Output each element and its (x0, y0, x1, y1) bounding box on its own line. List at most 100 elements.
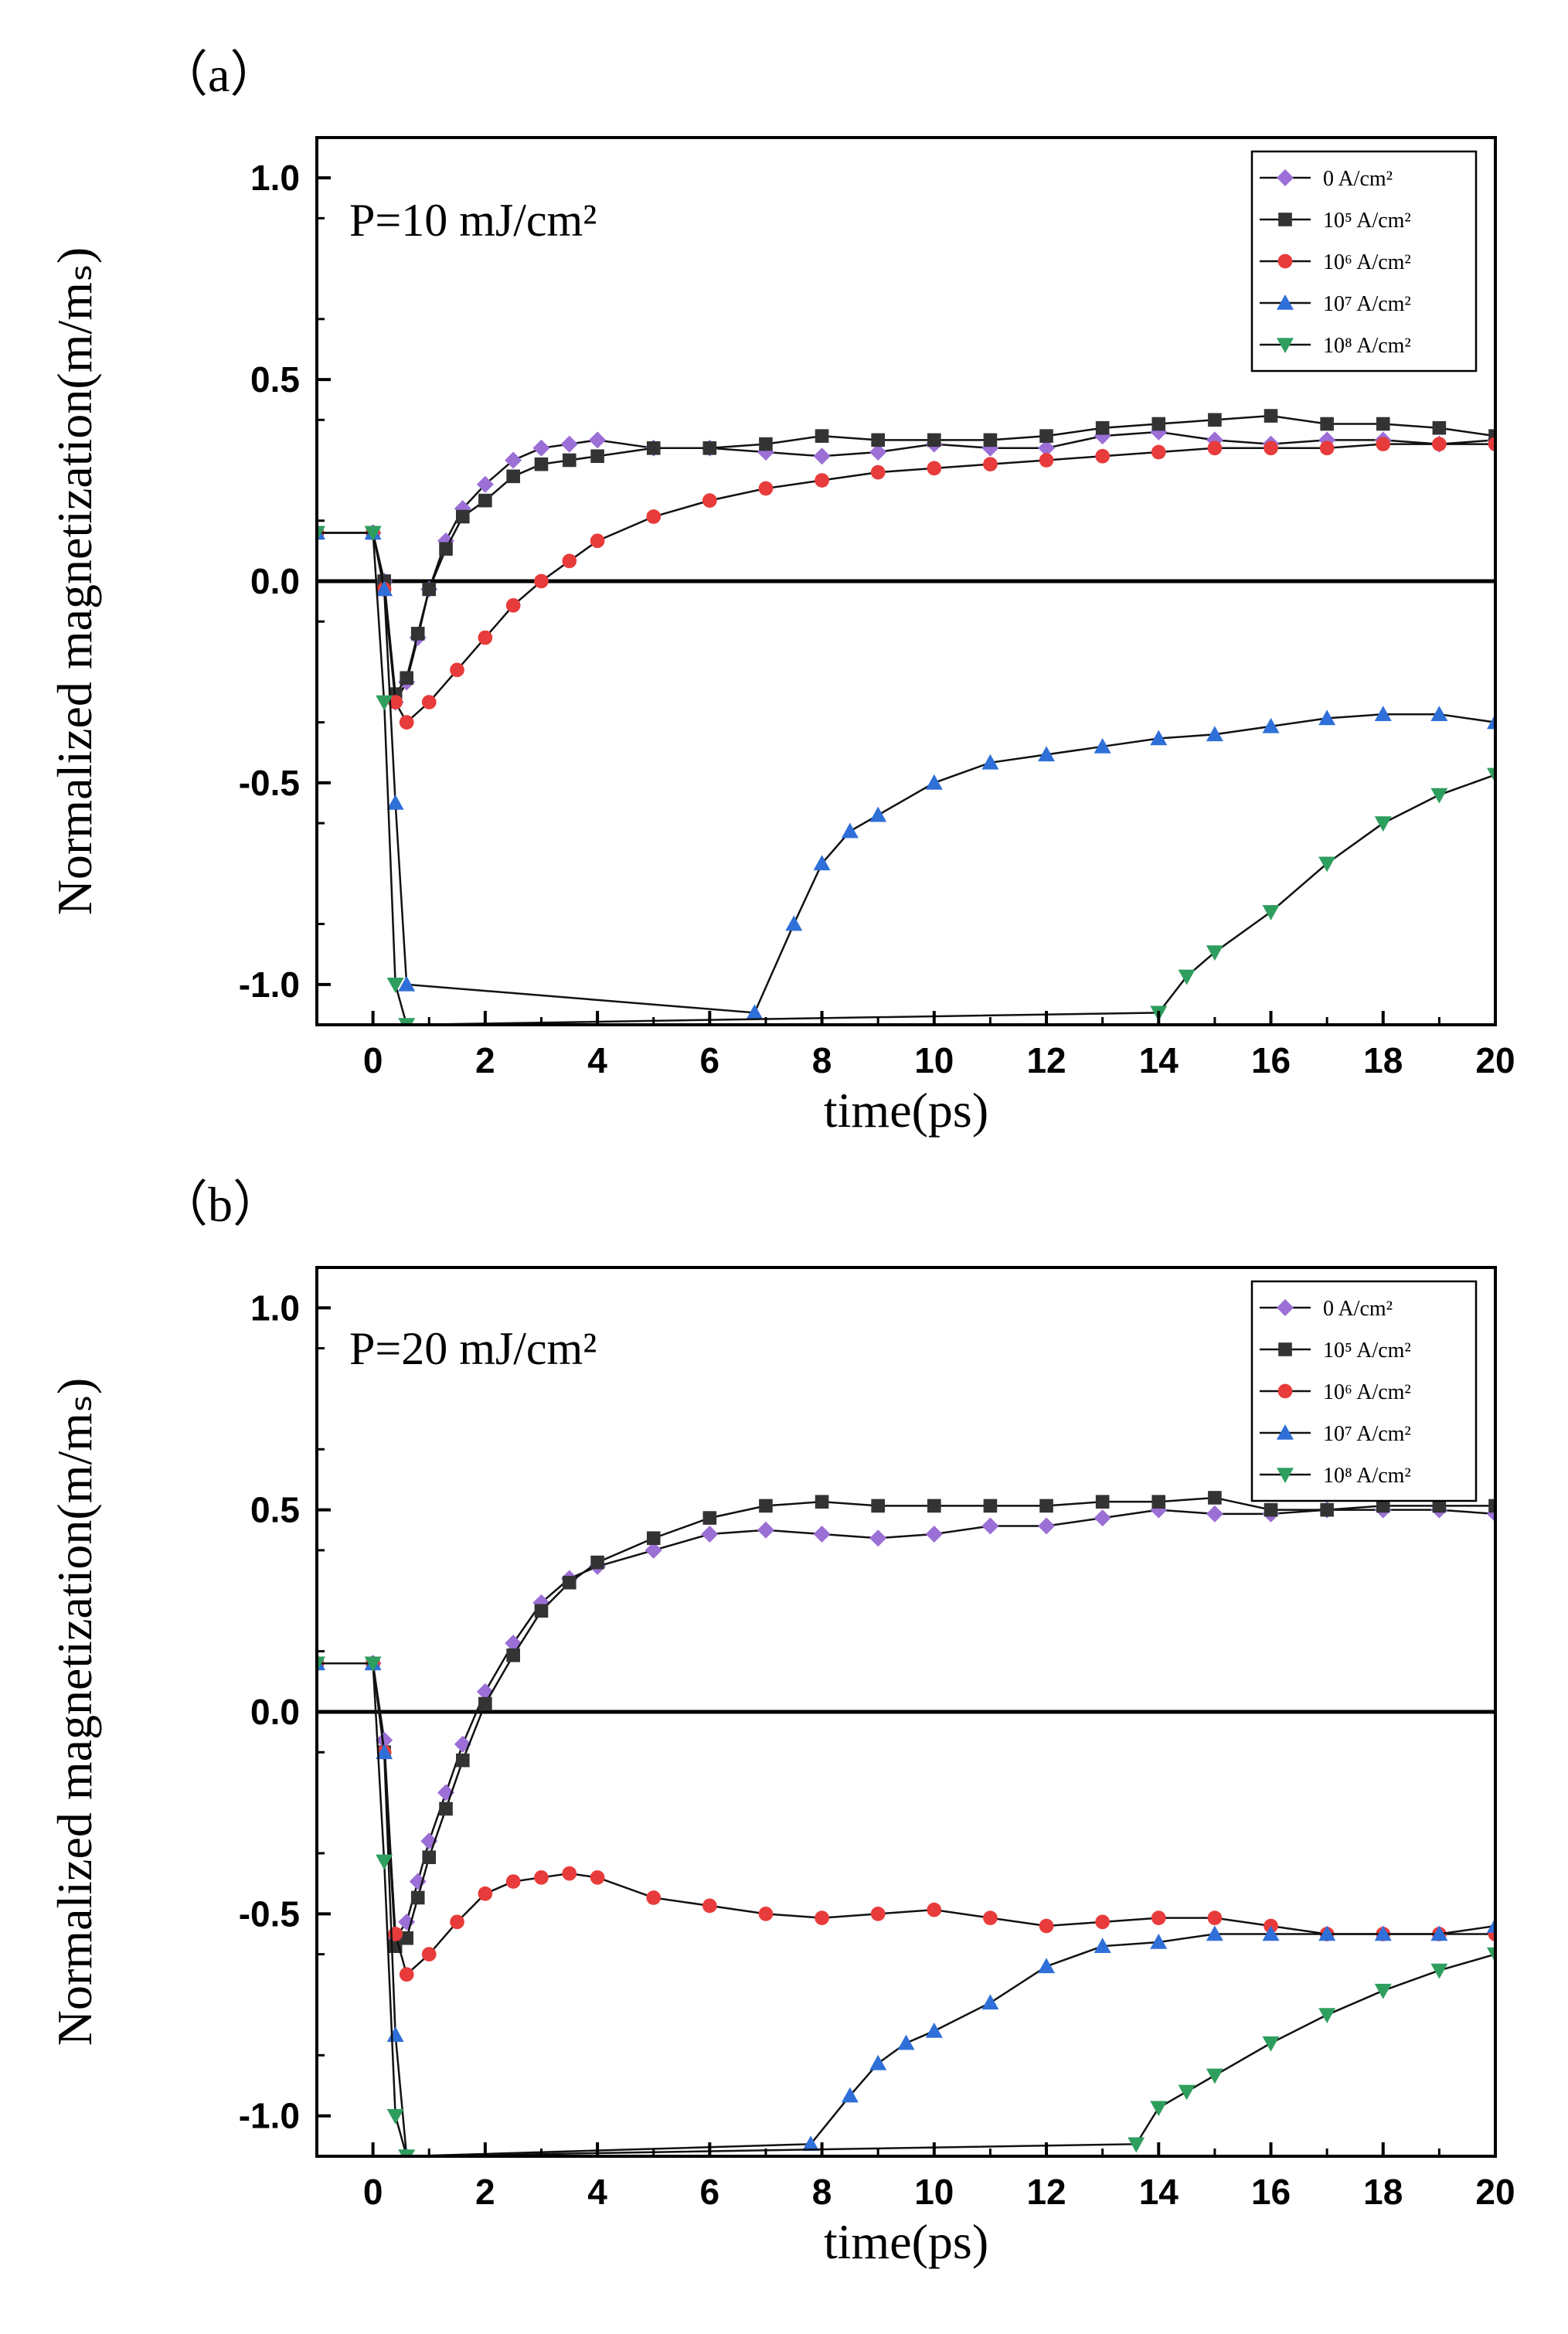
x-tick-label: 20 (1475, 2172, 1515, 2212)
data-point (1264, 409, 1278, 423)
data-point (813, 1526, 831, 1543)
y-tick-label: -0.5 (239, 1893, 300, 1934)
data-point (1206, 945, 1223, 961)
legend-marker (1277, 1424, 1294, 1440)
data-point (476, 475, 494, 493)
data-point (841, 2087, 859, 2103)
y-tick-label: 1.0 (250, 1288, 300, 1328)
data-point (1264, 1502, 1278, 1517)
data-point (746, 1004, 764, 1020)
x-tick-label: 8 (812, 2172, 832, 2212)
data-point (562, 553, 577, 569)
data-point (1178, 969, 1196, 985)
data-point (1487, 767, 1495, 784)
y-tick-label: -1.0 (239, 965, 300, 1005)
data-point (1318, 2008, 1336, 2024)
data-point (758, 1907, 774, 1921)
x-tick-label: 14 (1139, 1040, 1179, 1080)
data-point (590, 1870, 605, 1885)
data-point (398, 975, 416, 992)
data-point (562, 453, 577, 468)
data-point (1432, 420, 1447, 435)
data-point (1150, 1933, 1168, 1949)
data-point (388, 695, 403, 709)
x-tick-label: 14 (1139, 2172, 1179, 2212)
data-point (1206, 726, 1223, 742)
data-point (505, 1874, 521, 1889)
data-point (646, 1531, 661, 1546)
x-tick-label: 20 (1475, 1040, 1515, 1080)
data-point (589, 431, 607, 449)
y-tick-label: 1.0 (250, 158, 300, 198)
series-line-0 (317, 430, 1495, 706)
x-tick-label: 2 (475, 1040, 495, 1080)
data-point (1094, 737, 1111, 754)
data-point (1151, 417, 1166, 431)
data-point (1095, 448, 1111, 464)
x-tick-label: 6 (700, 1040, 720, 1080)
data-point (1488, 1499, 1495, 1513)
x-tick-label: 0 (363, 2172, 383, 2212)
x-tick-label: 2 (475, 2172, 495, 2212)
data-point (386, 2026, 404, 2042)
series-line-2 (317, 443, 1495, 724)
data-point (400, 1931, 413, 1945)
series-line-2 (317, 1662, 1495, 1977)
data-point (421, 1947, 437, 1961)
data-point (532, 439, 550, 457)
data-point (983, 433, 998, 447)
chart-panel-a: （a） 0 2 4 6 8 10 12 14 16 18 20 1.0 0.5 0.0 -0.5 -1.0 tim… (47, 47, 1515, 1138)
data-point (400, 671, 413, 686)
data-point (813, 447, 831, 465)
data-point (1487, 1917, 1495, 1933)
data-point (1319, 441, 1335, 456)
x-tick-label: 4 (587, 1040, 607, 1080)
data-point (376, 1854, 393, 1870)
y-tick-label: 0.5 (250, 359, 300, 400)
data-point (439, 1802, 453, 1816)
data-point (871, 433, 885, 447)
data-point (646, 1890, 662, 1905)
data-point (983, 1499, 998, 1513)
data-point (1487, 713, 1495, 730)
power-annotation: P=10 mJ/cm² (349, 195, 597, 246)
data-point (1178, 2084, 1196, 2101)
series-group (317, 1491, 1495, 2156)
data-point (983, 1910, 998, 1925)
x-tick-label: 8 (812, 1040, 832, 1080)
data-point (1151, 444, 1166, 460)
data-point (1151, 1910, 1166, 1925)
series-line-3 (317, 1662, 1495, 2156)
data-point (386, 2108, 404, 2125)
legend-entry: 0 A/cm² (1323, 167, 1393, 191)
data-point (1262, 2036, 1280, 2052)
data-point (1318, 709, 1336, 726)
data-point (1430, 1925, 1448, 1941)
x-axis-label: time(ps) (824, 2214, 988, 2269)
legend-entry: 0 A/cm² (1323, 1297, 1393, 1321)
data-point (785, 915, 803, 931)
x-tick-label: 12 (1026, 2172, 1066, 2212)
data-point (870, 464, 886, 480)
legend-marker (1277, 1468, 1294, 1483)
x-tick-label: 0 (363, 1040, 383, 1080)
x-tick-label: 10 (914, 1040, 954, 1080)
data-point (927, 461, 942, 476)
data-point (841, 822, 859, 839)
y-tick-label: -0.5 (239, 763, 300, 803)
panel-label: （a） (158, 47, 279, 102)
data-point (590, 449, 604, 464)
x-tick-label: 6 (700, 2172, 720, 2212)
legend-marker (1277, 338, 1294, 353)
legend-entry: 10⁵ A/cm² (1323, 1339, 1411, 1363)
data-point (422, 582, 437, 597)
data-point (1039, 1918, 1054, 1934)
data-point (1374, 1925, 1392, 1941)
data-point (590, 533, 605, 549)
data-point (702, 1511, 717, 1525)
data-point (317, 526, 325, 542)
data-point (1430, 788, 1448, 804)
data-point (376, 580, 393, 597)
data-point (478, 630, 493, 645)
